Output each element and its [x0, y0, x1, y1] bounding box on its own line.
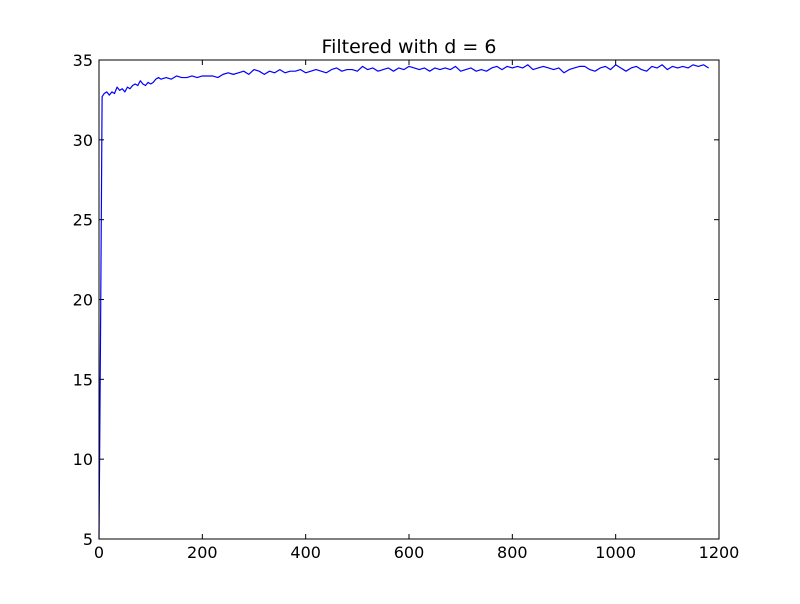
x-tick-label: 200 — [187, 543, 218, 562]
y-tick-label: 10 — [73, 450, 93, 469]
y-tick-label: 5 — [83, 530, 93, 549]
y-tick-label: 30 — [73, 131, 93, 150]
x-tick-label: 800 — [497, 543, 528, 562]
axis-ticks: 0 200 400 600 800 1000 1200 5 10 15 20 25 30 35 — [73, 51, 740, 562]
plot-area — [98, 64, 709, 540]
chart-title: Filtered with d = 6 — [322, 36, 497, 58]
y-tick-label: 15 — [73, 370, 93, 389]
x-tick-label: 1000 — [595, 543, 636, 562]
series-line-0 — [98, 64, 709, 540]
x-tick-label: 1200 — [699, 543, 740, 562]
y-tick-label: 20 — [73, 291, 93, 310]
x-tick-label: 0 — [94, 543, 104, 562]
x-tick-label: 600 — [394, 543, 425, 562]
y-tick-label: 25 — [73, 211, 93, 230]
x-tick-label: 400 — [290, 543, 321, 562]
y-tick-label: 35 — [73, 51, 93, 70]
plot-frame — [98, 59, 720, 540]
